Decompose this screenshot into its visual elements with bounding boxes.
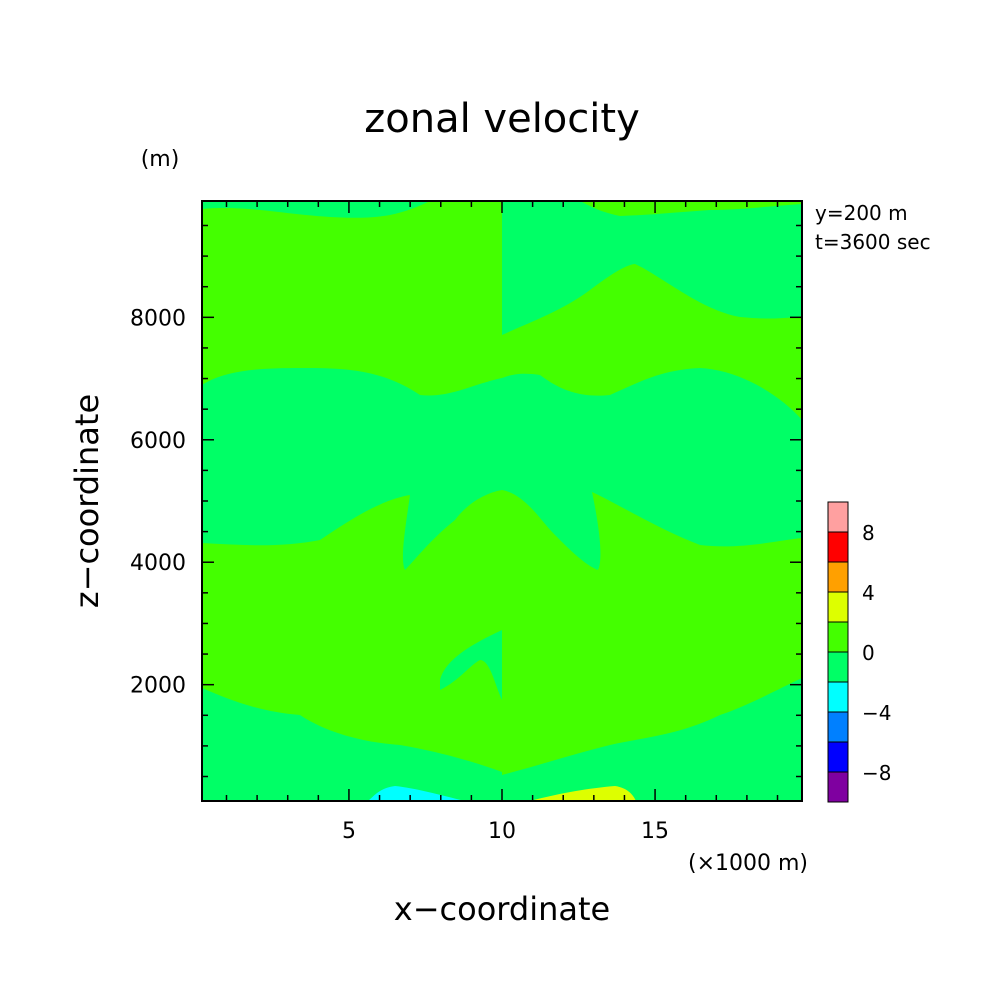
x-tick-label: 15: [641, 819, 669, 844]
annotation-t: t=3600 sec: [815, 230, 931, 254]
y-axis-label: z−coordinate: [68, 394, 106, 608]
colorbar-tick-label: 0: [862, 641, 875, 665]
y-tick-label: 8000: [130, 306, 186, 331]
colorbar-swatch: [827, 531, 849, 563]
colorbar-swatch: [827, 501, 849, 533]
contour-positive-bottom: [530, 786, 636, 801]
contour-right-mid: [502, 490, 802, 775]
colorbar: −8 −4 0 4 8: [827, 501, 891, 803]
colorbar-tick-label: −4: [862, 701, 891, 725]
colorbar-swatch: [827, 711, 849, 743]
x-tick-label: 10: [488, 819, 516, 844]
x-unit-label: (×1000 m): [688, 851, 808, 876]
chart-title: zonal velocity: [364, 96, 640, 142]
colorbar-swatch: [827, 621, 849, 653]
y-tick-label: 2000: [130, 674, 186, 699]
colorbar-swatch: [827, 681, 849, 713]
contour-left-mid-upper: [202, 368, 502, 570]
y-unit-label: (m): [141, 147, 180, 172]
contour-left-top: [202, 201, 430, 218]
colorbar-tick-label: 8: [862, 521, 875, 545]
colorbar-tick-label: 4: [862, 581, 875, 605]
x-ticks: 5 10 15: [225, 201, 779, 844]
colorbar-swatch: [827, 741, 849, 773]
colorbar-swatch: [827, 591, 849, 623]
colorbar-tick-label: −8: [862, 761, 891, 785]
colorbar-swatch: [827, 771, 849, 803]
y-tick-label: 4000: [130, 551, 186, 576]
y-ticks: 2000 4000 6000 8000: [130, 224, 802, 778]
x-tick-label: 5: [342, 819, 356, 844]
y-tick-label: 6000: [130, 429, 186, 454]
colorbar-swatch: [827, 651, 849, 683]
annotation-y: y=200 m: [815, 201, 908, 225]
colorbar-swatch: [827, 561, 849, 593]
contour-right-upper: [502, 264, 802, 420]
contour-left-low: [202, 688, 502, 801]
x-axis-label: x−coordinate: [394, 890, 610, 928]
contour-left-wedge: [440, 630, 502, 700]
plot-area: [202, 201, 802, 801]
